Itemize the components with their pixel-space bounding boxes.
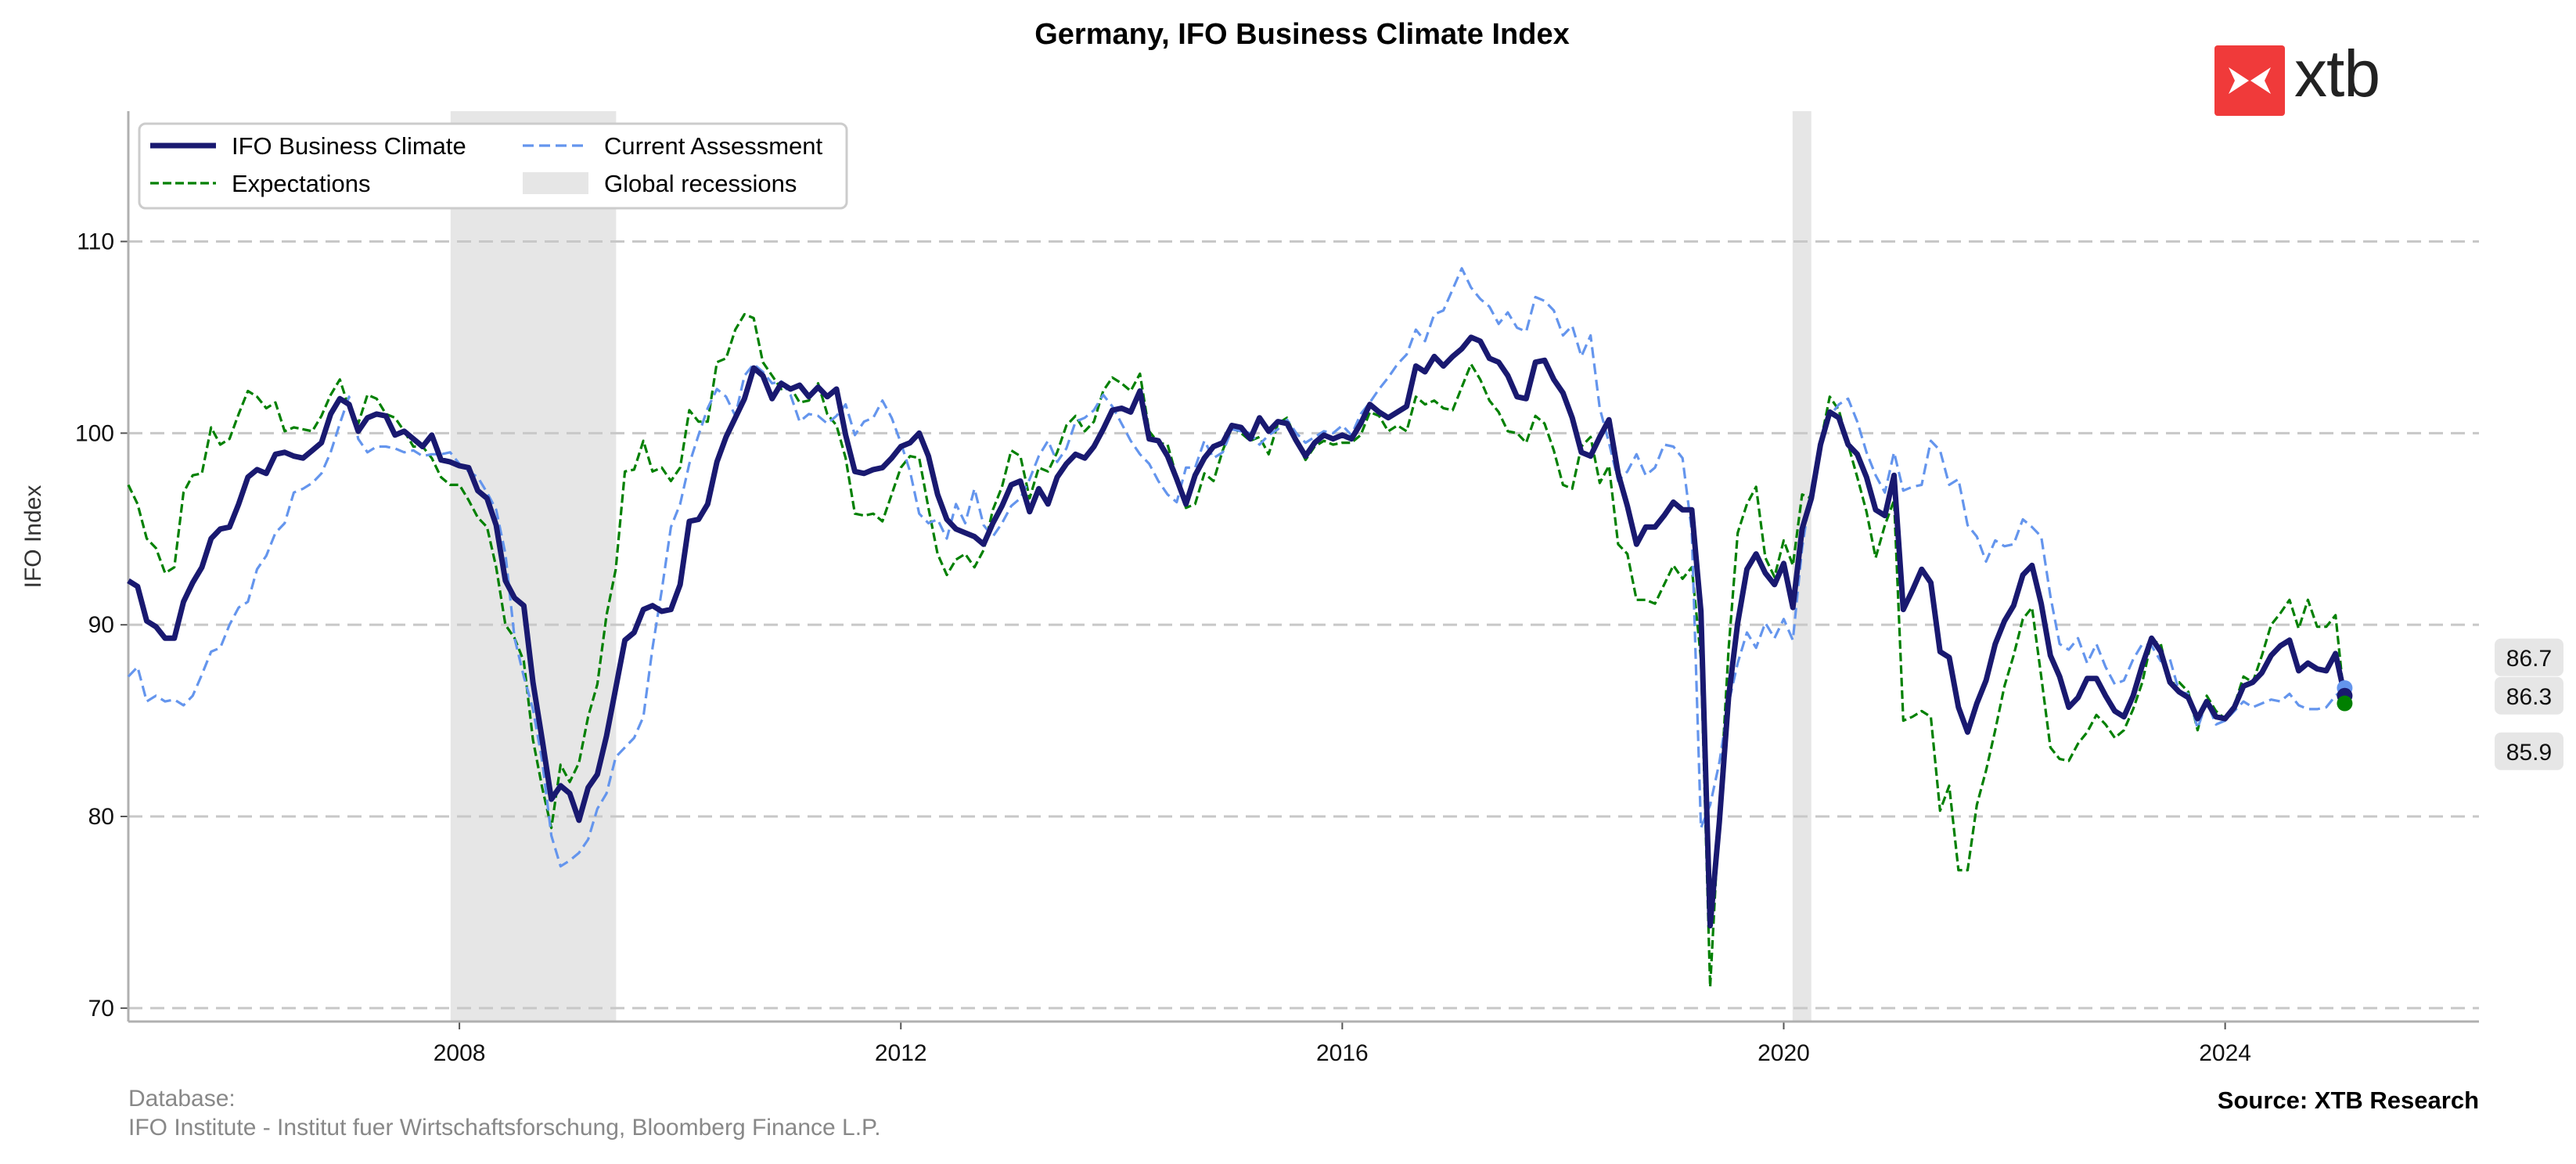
series-ifo-business-climate-line — [127, 334, 2348, 929]
legend-label-assessment: Current Assessment — [604, 132, 822, 160]
legend-label-climate: IFO Business Climate — [232, 132, 466, 160]
recession-band-0 — [450, 111, 617, 1022]
end-label-current-assessment-box — [2495, 638, 2563, 676]
y-tick-label: 110 — [77, 229, 114, 254]
y-tick-label: 70 — [88, 996, 114, 1022]
x-tick-label: 2020 — [1758, 1040, 1810, 1066]
end-label-expectations-box — [2495, 732, 2563, 770]
end-label-current-assessment: 86.7 — [2506, 646, 2552, 672]
y-tick-label: 90 — [88, 612, 114, 638]
brand-name: xtb — [2294, 37, 2380, 110]
series-current-assessment-line — [127, 267, 2346, 868]
end-label-ifo-business-climate: 86.3 — [2506, 684, 2552, 710]
xtb-logo-icon — [2214, 45, 2285, 116]
y-tick-label: 100 — [75, 420, 114, 446]
chart-title: Germany, IFO Business Climate Index — [1034, 18, 1570, 51]
legend-frame — [138, 122, 848, 210]
footer-source: Source: XTB Research — [2218, 1087, 2479, 1114]
legend-label-expectations: Expectations — [232, 170, 371, 197]
x-tick-label: 2008 — [434, 1040, 486, 1066]
footer-database-sources: IFO Institute - Institut fuer Wirtschaft… — [128, 1115, 881, 1141]
footer-database-label: Database: — [128, 1086, 236, 1112]
x-tick-label: 2012 — [875, 1040, 927, 1066]
legend: IFO Business Climate Current Assessment Ex… — [138, 122, 848, 210]
legend-label-recession: Global recessions — [604, 170, 797, 197]
x-tick-label: 2024 — [2199, 1040, 2251, 1066]
recession-band-1 — [1792, 111, 1811, 1022]
legend-swatch-global-recessions — [523, 172, 588, 194]
y-tick-label: 80 — [88, 804, 114, 830]
end-label-expectations: 85.9 — [2506, 740, 2552, 766]
y-axis-label: IFO Index — [20, 485, 46, 589]
end-label-ifo-business-climate-box — [2495, 676, 2563, 715]
x-tick-label: 2016 — [1316, 1040, 1369, 1066]
end-marker-expectations — [2337, 695, 2353, 712]
